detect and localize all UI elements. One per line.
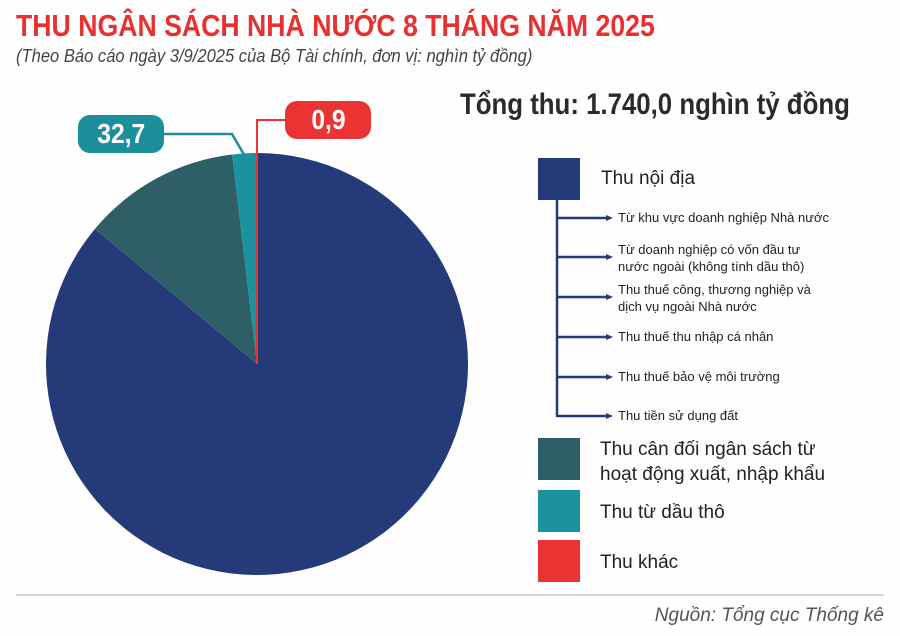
callout-other-value: 0,9 (310, 104, 346, 135)
arrow-right-icon (606, 334, 613, 340)
chart-title: THU NGÂN SÁCH NHÀ NƯỚC 8 THÁNG NĂM 2025 (16, 8, 655, 43)
arrow-right-icon (606, 294, 613, 300)
legend-label-crude-oil: Thu từ dầu thô (600, 502, 725, 523)
legend-sub-item: Thu tiền sử dụng đất (618, 408, 739, 423)
total-revenue: Tổng thu: 1.740,0 nghìn tỷ đồng (460, 88, 850, 121)
legend-label-domestic: Thu nội địa (601, 168, 696, 189)
legend-swatch-import-export (538, 438, 580, 480)
callout-other: 0,9 (285, 101, 371, 139)
legend-swatch-crude-oil (538, 490, 580, 532)
pie-slice-domestic (45, 153, 469, 575)
callout-crude-oil: 32,7 (78, 115, 164, 153)
chart-subtitle: (Theo Báo cáo ngày 3/9/2025 của Bộ Tài c… (16, 46, 533, 66)
callout-crude-oil-value: 32,7 (97, 118, 145, 149)
arrow-right-icon (606, 254, 613, 260)
legend-sub-item: Thu thuế bảo vệ môi trường (618, 369, 780, 384)
arrow-right-icon (606, 215, 613, 221)
source-note: Nguồn: Tổng cục Thống kê (654, 605, 884, 626)
footer-divider (16, 594, 884, 596)
arrow-right-icon (606, 374, 613, 380)
legend-sub-item: Thu thuế công, thương nghiệp và dịch vụ n… (618, 282, 811, 314)
legend-swatch-domestic (538, 158, 580, 200)
legend-label-import-export: Thu cân đối ngân sách từ hoạt động xuất, … (600, 439, 826, 485)
legend-swatch-other (538, 540, 580, 582)
other-leader-line (256, 119, 290, 364)
oil-leader-line (160, 132, 248, 159)
legend-sub-item: Từ khu vực doanh nghiệp Nhà nước (618, 210, 829, 225)
legend-label-other: Thu khác (600, 552, 679, 573)
legend-sub-item: Thu thuế thu nhập cá nhân (618, 329, 774, 344)
legend-tree (555, 200, 613, 419)
pie-slice-import-export (94, 154, 257, 364)
pie-slice-crude-oil (232, 153, 257, 364)
pie-slices (45, 153, 469, 575)
arrow-right-icon (606, 413, 613, 419)
legend-sub-item: Từ doanh nghiệp có vốn đầu tư nước ngoài … (618, 242, 805, 274)
